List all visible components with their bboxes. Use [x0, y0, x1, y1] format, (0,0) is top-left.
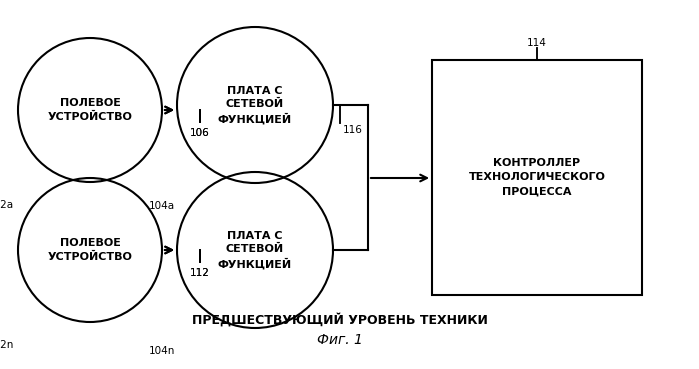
- Text: ПРЕДШЕСТВУЮЩИЙ УРОВЕНЬ ТЕХНИКИ: ПРЕДШЕСТВУЮЩИЙ УРОВЕНЬ ТЕХНИКИ: [192, 313, 488, 327]
- Text: 102a: 102a: [0, 200, 14, 210]
- Text: 106: 106: [190, 128, 210, 138]
- Text: КОНТРОЛЛЕР
ТЕХНОЛОГИЧЕСКОГО
ПРОЦЕССА: КОНТРОЛЛЕР ТЕХНОЛОГИЧЕСКОГО ПРОЦЕССА: [468, 159, 605, 197]
- Text: 116: 116: [343, 125, 363, 135]
- Text: ПОЛЕВОЕ
УСТРОЙСТВО: ПОЛЕВОЕ УСТРОЙСТВО: [48, 238, 132, 262]
- Text: 112: 112: [190, 268, 210, 278]
- Text: 106: 106: [190, 128, 210, 138]
- Text: ПЛАТА С
СЕТЕВОЙ
ФУНКЦИЕЙ: ПЛАТА С СЕТЕВОЙ ФУНКЦИЕЙ: [218, 86, 292, 124]
- Text: 104n: 104n: [149, 346, 175, 356]
- Text: ПОЛЕВОЕ
УСТРОЙСТВО: ПОЛЕВОЕ УСТРОЙСТВО: [48, 99, 132, 122]
- Text: 112: 112: [190, 268, 210, 278]
- Text: ПЛАТА С
СЕТЕВОЙ
ФУНКЦИЕЙ: ПЛАТА С СЕТЕВОЙ ФУНКЦИЕЙ: [218, 231, 292, 269]
- Text: 114: 114: [527, 38, 547, 48]
- Text: Фиг. 1: Фиг. 1: [317, 333, 363, 347]
- Text: 102n: 102n: [0, 340, 15, 350]
- Bar: [432, 60, 642, 295]
- Text: 104a: 104a: [149, 201, 175, 211]
